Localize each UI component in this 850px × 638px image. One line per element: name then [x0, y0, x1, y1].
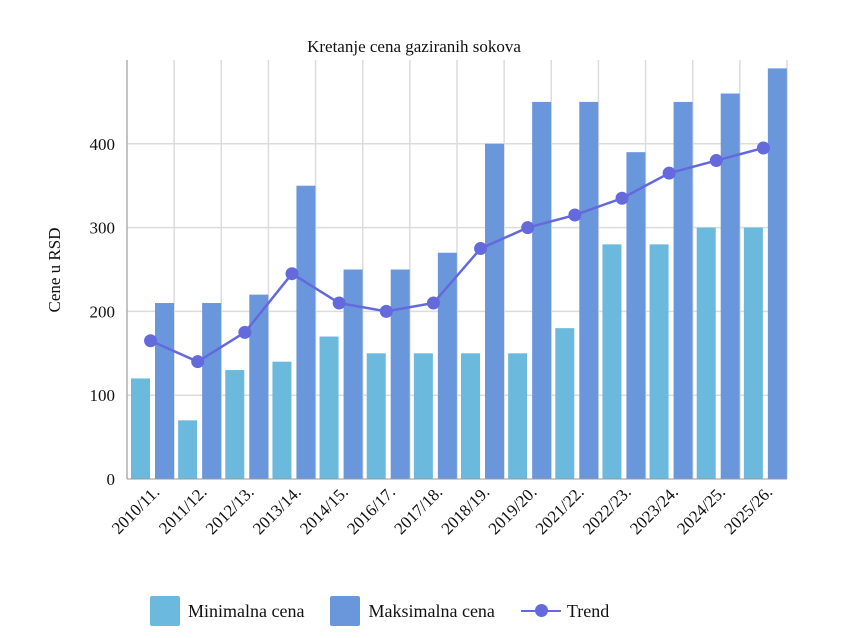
trend-line	[150, 146, 764, 364]
trend-point[interactable]	[144, 334, 158, 348]
x-tick-label: 2022/23.	[579, 482, 635, 538]
legend-swatch-max	[330, 596, 361, 626]
trend-point[interactable]	[615, 191, 629, 205]
bar-max[interactable]	[767, 68, 787, 479]
x-tick-label: 2025/26.	[720, 482, 776, 538]
trend-point[interactable]	[285, 267, 299, 281]
trend-point[interactable]	[474, 242, 488, 256]
bar-min[interactable]	[272, 361, 292, 479]
bar-min[interactable]	[366, 353, 386, 479]
trend-point[interactable]	[568, 208, 582, 222]
axes	[126, 60, 787, 480]
bar-max[interactable]	[626, 152, 646, 479]
bar-min[interactable]	[649, 244, 669, 479]
x-tick-label: 2014/15.	[296, 482, 352, 538]
legend-label-min: Minimalna cena	[188, 600, 305, 621]
y-tick-label: 300	[90, 219, 116, 238]
trend-point[interactable]	[191, 355, 205, 369]
bar-min[interactable]	[178, 420, 198, 479]
bar-min[interactable]	[696, 227, 716, 479]
bar-max[interactable]	[390, 269, 410, 480]
legend-label-max: Maksimalna cena	[368, 600, 495, 621]
trend-point[interactable]	[379, 304, 393, 318]
x-tick-label: 2023/24.	[626, 482, 682, 538]
trend-point[interactable]	[709, 154, 723, 168]
x-tick-label: 2010/11.	[108, 482, 163, 537]
x-tick-label: 2018/19.	[438, 482, 494, 538]
legend-item-max[interactable]: Maksimalna cena	[330, 596, 495, 626]
trend-point[interactable]	[662, 166, 676, 180]
trend-series	[144, 141, 770, 369]
bar-max[interactable]	[579, 101, 599, 480]
legend-label-trend: Trend	[566, 600, 610, 621]
bar-max[interactable]	[202, 303, 222, 479]
trend-point[interactable]	[426, 296, 440, 310]
y-tick-label: 100	[90, 386, 116, 405]
bar-max[interactable]	[673, 101, 693, 480]
legend-swatch-trend	[520, 596, 561, 626]
bar-max[interactable]	[720, 93, 740, 480]
bar-max[interactable]	[155, 303, 174, 479]
bars	[131, 68, 787, 480]
bar-min[interactable]	[461, 353, 480, 479]
trend-point[interactable]	[521, 221, 535, 235]
bar-max[interactable]	[296, 185, 316, 479]
x-tick-label: 2017/18.	[390, 482, 446, 538]
x-tick-label: 2019/20.	[485, 482, 541, 538]
x-tick-label: 2011/12.	[155, 482, 210, 537]
bar-min[interactable]	[602, 244, 622, 479]
legend-item-trend[interactable]: Trend	[520, 596, 610, 626]
legend-item-min[interactable]: Minimalna cena	[150, 596, 304, 626]
x-tick-label: 2021/22.	[532, 482, 588, 538]
bar-min[interactable]	[555, 328, 575, 479]
bar-min[interactable]	[743, 227, 763, 479]
bar-max[interactable]	[249, 294, 269, 479]
trend-point[interactable]	[756, 141, 770, 155]
trend-point[interactable]	[332, 296, 346, 310]
bar-max[interactable]	[437, 252, 457, 479]
grid	[126, 60, 788, 479]
x-tick-label: 2013/14.	[249, 482, 305, 538]
y-tick-label: 200	[90, 302, 116, 321]
chart-title: Kretanje cena gaziranih sokova	[307, 37, 521, 56]
trend-point[interactable]	[238, 325, 252, 339]
legend: Minimalna cena Maksimalna cena Trend	[150, 596, 635, 626]
bar-max[interactable]	[532, 101, 552, 480]
bar-max[interactable]	[343, 269, 363, 480]
legend-swatch-min	[150, 596, 180, 626]
x-tick-label: 2012/13.	[202, 482, 258, 538]
x-tick-label: 2016/17.	[343, 482, 399, 538]
bar-max[interactable]	[485, 143, 504, 480]
y-tick-label: 0	[107, 470, 116, 489]
x-tick-label: 2024/25.	[673, 482, 729, 538]
bar-min[interactable]	[131, 378, 150, 479]
bar-min[interactable]	[508, 353, 528, 479]
bar-min[interactable]	[225, 370, 245, 479]
bar-min[interactable]	[319, 336, 339, 479]
y-tick-label: 400	[90, 135, 116, 154]
bar-min[interactable]	[413, 353, 433, 479]
y-axis-label: Cene u RSD	[45, 228, 64, 313]
